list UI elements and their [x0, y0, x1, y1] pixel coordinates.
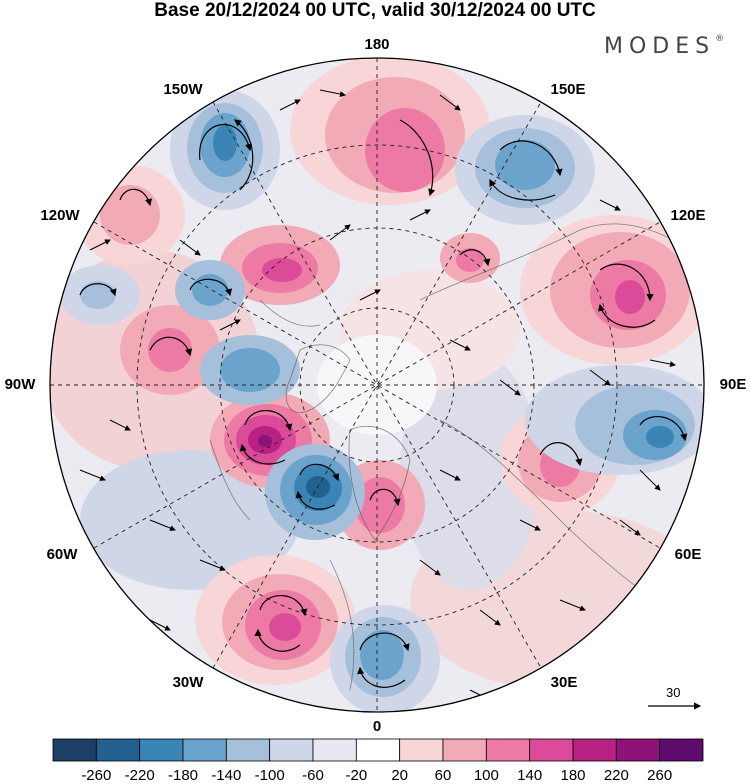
colorbar-tick-label: -100 — [254, 767, 285, 784]
lon-label-0: 0 — [372, 718, 382, 735]
positive-anomaly-165e — [440, 233, 500, 283]
positive-anomaly-130w — [220, 225, 340, 305]
colorbar-tick-label: -140 — [211, 767, 242, 784]
lon-label-90w: 90W — [4, 376, 36, 393]
colorbar-tick-label: -260 — [81, 767, 112, 784]
negative-anomaly-90w — [200, 335, 300, 405]
colorbar-box — [225, 738, 271, 762]
colorbar — [52, 738, 704, 762]
colorbar-tick-label: 100 — [473, 767, 499, 784]
colorbar-tick-label: -220 — [124, 767, 155, 784]
colorbar-tick-label: 180 — [560, 767, 586, 784]
colorbar-box — [659, 738, 704, 762]
lon-label-60w: 60W — [46, 546, 78, 563]
positive-anomaly-100w — [120, 305, 220, 395]
colorbar-box — [442, 738, 487, 762]
colorbar-tick-label: -20 — [345, 767, 368, 784]
colorbar-box — [312, 738, 357, 762]
streamlines — [79, 119, 688, 688]
reference-vector-label: 30 — [666, 685, 681, 700]
colorbar-tick-label: -180 — [167, 767, 199, 784]
wind-arrows — [79, 89, 676, 701]
colorbar-box — [485, 738, 531, 762]
negative-anomaly-150e — [455, 115, 595, 225]
lon-label-120e: 120E — [670, 207, 706, 224]
modes-logo: MODES® — [604, 34, 725, 59]
map-title: Base 20/12/2024 00 UTC, valid 30/12/2024… — [154, 0, 596, 21]
positive-anomaly-120e — [520, 215, 704, 365]
colorbar-box — [52, 738, 97, 762]
colorbar-tick-label: 140 — [517, 767, 543, 784]
negative-anomaly-150w — [170, 90, 280, 210]
lon-label-60e: 60E — [674, 546, 702, 563]
lon-label-120w: 120W — [40, 207, 80, 224]
negative-anomaly-125w — [175, 260, 245, 320]
positive-anomaly-30w — [195, 555, 355, 685]
lon-label-180: 180 — [364, 36, 390, 53]
colorbar-box — [355, 738, 401, 762]
colorbar-box — [529, 738, 574, 762]
colorbar-tick-label: 220 — [603, 767, 629, 784]
lon-label-90e: 90E — [719, 376, 747, 393]
colorbar-box — [615, 738, 661, 762]
colorbar-tick-label: 260 — [647, 767, 673, 784]
colorbar-box — [399, 738, 444, 762]
negative-anomaly-130w-west — [60, 265, 140, 325]
positive-anomaly-180 — [290, 58, 490, 205]
colorbar-box — [182, 738, 227, 762]
colorbar-tick-label: 20 — [391, 767, 408, 784]
colorbar-box — [139, 738, 184, 762]
colorbar-box — [572, 738, 617, 762]
map-border — [49, 57, 705, 713]
graticule — [50, 58, 704, 712]
colorbar-box — [95, 738, 141, 762]
anomaly-field — [50, 58, 704, 712]
lon-label-150w: 150W — [163, 81, 203, 98]
colorbar-tick-label: -60 — [302, 767, 324, 784]
colorbar-tick-label: 60 — [434, 767, 452, 784]
negative-anomaly-90e — [525, 365, 704, 475]
lon-label-30w: 30W — [172, 674, 204, 691]
negative-anomaly-10e — [330, 605, 440, 712]
positive-anomaly-120w — [75, 165, 185, 265]
lon-label-30e: 30E — [550, 674, 578, 691]
lon-label-150e: 150E — [550, 81, 586, 98]
colorbar-box — [269, 738, 314, 762]
